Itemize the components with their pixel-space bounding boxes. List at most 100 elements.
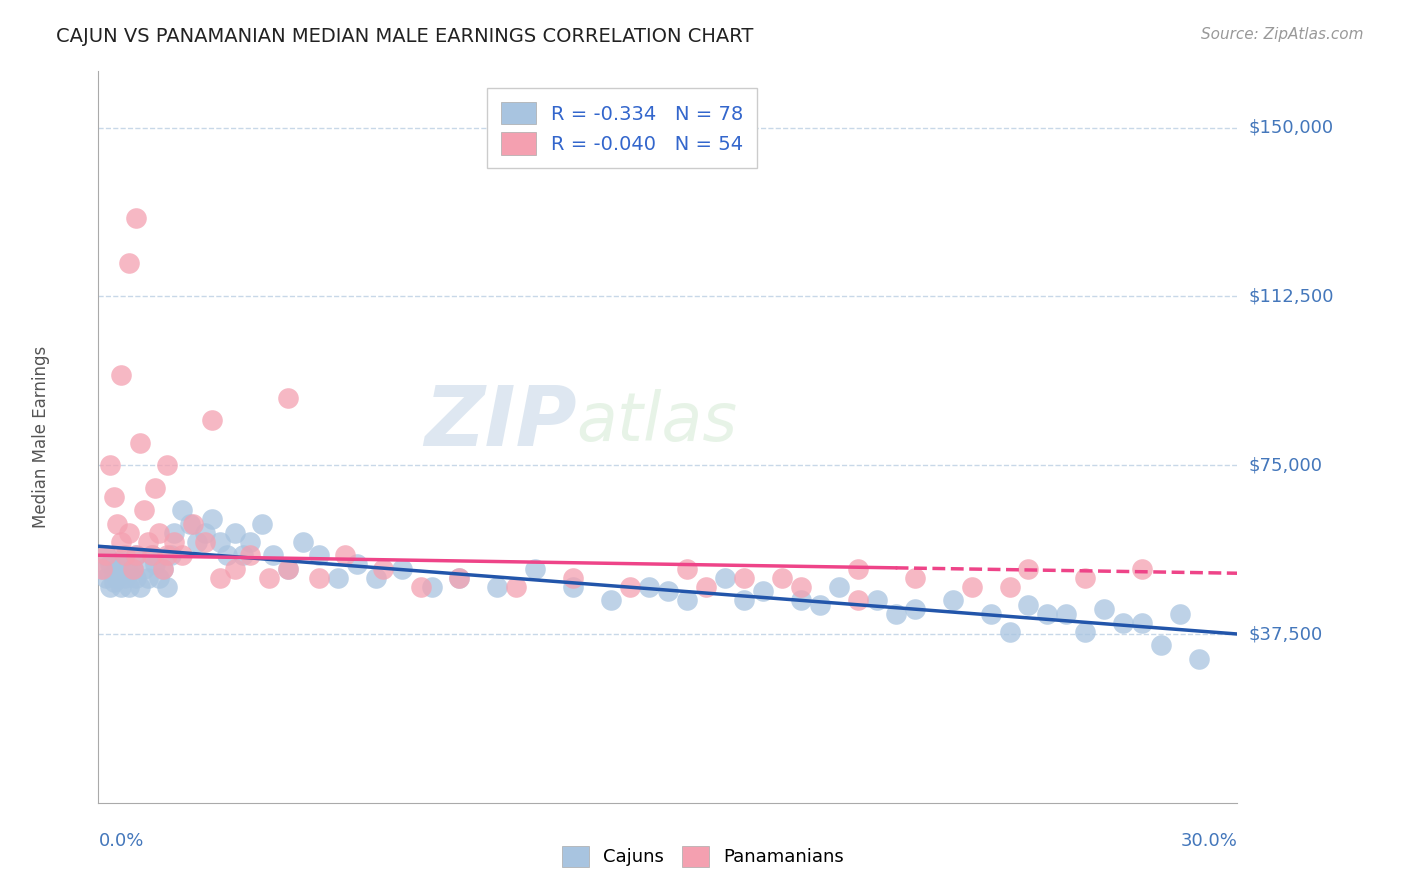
Point (107, 516, 129, 531)
Point (103, 575, 125, 590)
Point (449, 571, 471, 585)
Point (1132, 562, 1154, 576)
Text: $75,000: $75,000 (1249, 456, 1323, 475)
Point (657, 584, 679, 599)
Point (145, 558, 167, 572)
Point (91, 562, 114, 576)
Point (262, 548, 284, 562)
Point (846, 562, 869, 576)
Point (1056, 607, 1078, 621)
Point (1188, 652, 1211, 666)
Point (224, 562, 246, 576)
Point (118, 255, 141, 269)
Point (1036, 607, 1059, 621)
Point (524, 562, 547, 576)
Point (224, 525, 246, 540)
Point (110, 580, 132, 594)
Point (1074, 624, 1097, 639)
Point (118, 525, 141, 540)
Point (136, 534, 159, 549)
Point (998, 580, 1021, 594)
Point (148, 571, 170, 585)
Point (179, 516, 201, 531)
Point (866, 593, 889, 607)
Point (91, 562, 114, 576)
Point (1074, 571, 1097, 585)
Point (129, 580, 152, 594)
Point (156, 458, 179, 473)
Point (808, 598, 831, 612)
Point (152, 562, 174, 576)
Point (141, 548, 163, 562)
Point (308, 571, 330, 585)
Text: $112,500: $112,500 (1249, 287, 1334, 305)
Point (94, 548, 117, 562)
Point (846, 593, 869, 607)
Point (132, 562, 155, 576)
Point (159, 548, 181, 562)
Point (163, 534, 186, 549)
Point (114, 558, 136, 572)
Point (98, 580, 121, 594)
Point (103, 490, 125, 504)
Point (562, 580, 585, 594)
Point (346, 558, 368, 572)
Point (733, 593, 755, 607)
Point (676, 593, 699, 607)
Point (411, 580, 433, 594)
Legend: Cajuns, Panamanians: Cajuns, Panamanians (554, 838, 852, 874)
Point (1094, 602, 1116, 616)
Point (156, 580, 179, 594)
Point (129, 435, 152, 450)
Point (98, 558, 121, 572)
Point (695, 580, 717, 594)
Point (1132, 615, 1154, 630)
Point (152, 562, 174, 576)
Point (201, 512, 224, 526)
Point (326, 571, 349, 585)
Point (118, 580, 141, 594)
Point (163, 525, 186, 540)
Point (148, 525, 170, 540)
Text: 0.0%: 0.0% (98, 832, 143, 850)
Point (121, 562, 143, 576)
Point (118, 566, 141, 581)
Text: Source: ZipAtlas.com: Source: ZipAtlas.com (1201, 27, 1364, 42)
Point (904, 571, 927, 585)
Point (638, 580, 661, 594)
Point (232, 548, 254, 562)
Point (676, 562, 699, 576)
Point (201, 413, 224, 427)
Point (1018, 598, 1040, 612)
Point (449, 571, 471, 585)
Point (942, 593, 965, 607)
Point (98, 458, 121, 473)
Point (121, 562, 143, 576)
Point (884, 607, 907, 621)
Point (114, 548, 136, 562)
Point (103, 566, 125, 581)
Point (1170, 607, 1192, 621)
Point (183, 516, 205, 531)
Text: ZIP: ZIP (425, 382, 576, 463)
Point (250, 516, 273, 531)
Point (828, 580, 851, 594)
Text: $150,000: $150,000 (1249, 119, 1334, 136)
Point (94, 548, 117, 562)
Point (136, 571, 159, 585)
Point (790, 580, 813, 594)
Point (141, 548, 163, 562)
Point (562, 571, 585, 585)
Point (335, 548, 357, 562)
Text: 30.0%: 30.0% (1181, 832, 1237, 850)
Point (125, 548, 148, 562)
Point (239, 534, 262, 549)
Point (145, 481, 167, 495)
Point (292, 534, 315, 549)
Point (790, 593, 813, 607)
Point (125, 548, 148, 562)
Point (208, 534, 231, 549)
Point (156, 548, 179, 562)
Point (208, 571, 231, 585)
Text: Median Male Earnings: Median Male Earnings (32, 346, 51, 528)
